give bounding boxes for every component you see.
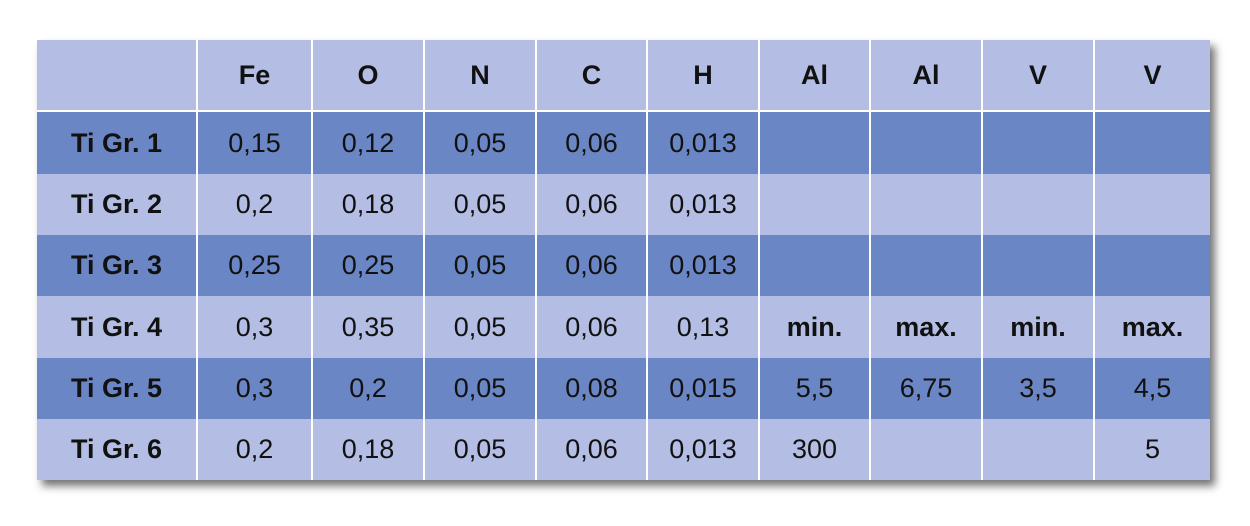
table-cell: 0,25 — [196, 235, 312, 297]
table-cell: V — [981, 40, 1094, 112]
table-cell: min. — [981, 296, 1094, 358]
table-cell: 0,13 — [646, 296, 759, 358]
table-cell: 0,015 — [646, 357, 759, 419]
table-cell: Fe — [196, 40, 312, 112]
table-cell: 0,18 — [311, 418, 424, 480]
table-cell: 0,06 — [535, 111, 647, 175]
table-cell: 0,05 — [423, 357, 536, 419]
table-cell: 0,08 — [535, 357, 647, 419]
table-panel: Fe O N C H Al Al V V Ti Gr. 1 0,15 0,12 0,05 0,06 0,01… — [37, 40, 1210, 480]
table-cell: 0,18 — [311, 174, 424, 236]
table-row: Ti Gr. 1 0,15 0,12 0,05 0,06 0,013 — [37, 111, 1210, 175]
table-cell: 0,35 — [311, 296, 424, 358]
table-cell: 0,05 — [423, 174, 536, 236]
table-cell: Ti Gr. 5 — [37, 357, 197, 419]
table-row: Ti Gr. 2 0,2 0,18 0,05 0,06 0,013 — [37, 174, 1210, 236]
table-cell: max. — [869, 296, 982, 358]
table-cell — [758, 235, 870, 297]
table-cell — [37, 40, 197, 112]
table-cell: 4,5 — [1093, 357, 1210, 419]
table-row: Ti Gr. 5 0,3 0,2 0,05 0,08 0,015 5,5 6,75 3,5 4,5 — [37, 357, 1210, 419]
table-row: Ti Gr. 4 0,3 0,35 0,05 0,06 0,13 min. max. min. m… — [37, 296, 1210, 358]
table-cell: 0,06 — [535, 296, 647, 358]
table-cell: 6,75 — [869, 357, 982, 419]
table-cell: Al — [758, 40, 870, 112]
table-cell: 0,2 — [196, 418, 312, 480]
table-cell — [869, 418, 982, 480]
table-cell: 0,2 — [196, 174, 312, 236]
table-cell: Ti Gr. 1 — [37, 111, 197, 175]
table-cell — [869, 111, 982, 175]
table-cell: Ti Gr. 4 — [37, 296, 197, 358]
composition-table: Fe O N C H Al Al V V Ti Gr. 1 0,15 0,12 0,05 0,06 0,01… — [37, 40, 1210, 480]
table-cell: 0,3 — [196, 296, 312, 358]
table-cell: min. — [758, 296, 870, 358]
table-cell — [1093, 111, 1210, 175]
table-cell: Al — [869, 40, 982, 112]
table-cell: 3,5 — [981, 357, 1094, 419]
table-cell: N — [423, 40, 536, 112]
table-cell — [869, 235, 982, 297]
table-cell: H — [646, 40, 759, 112]
table-cell — [758, 111, 870, 175]
table-cell: 0,013 — [646, 418, 759, 480]
table-cell: 5 — [1093, 418, 1210, 480]
table-cell: 0,05 — [423, 235, 536, 297]
table-row: Ti Gr. 3 0,25 0,25 0,05 0,06 0,013 — [37, 235, 1210, 297]
table-cell: V — [1093, 40, 1210, 112]
table-cell — [981, 235, 1094, 297]
table-cell: 300 — [758, 418, 870, 480]
table-cell: 0,05 — [423, 296, 536, 358]
table-cell: Ti Gr. 6 — [37, 418, 197, 480]
table-cell — [869, 174, 982, 236]
table-cell: 0,06 — [535, 418, 647, 480]
table-cell: 0,013 — [646, 235, 759, 297]
table-cell: 0,3 — [196, 357, 312, 419]
table-cell: 0,013 — [646, 111, 759, 175]
table-cell: C — [535, 40, 647, 112]
table-row: Ti Gr. 6 0,2 0,18 0,05 0,06 0,013 300 5 — [37, 418, 1210, 480]
table-cell: 0,013 — [646, 174, 759, 236]
table-cell — [1093, 235, 1210, 297]
table-cell: O — [311, 40, 424, 112]
table-cell: 0,06 — [535, 235, 647, 297]
table-cell — [981, 111, 1094, 175]
table-cell: 0,2 — [311, 357, 424, 419]
table-cell — [758, 174, 870, 236]
table-cell: 5,5 — [758, 357, 870, 419]
table-cell: 0,05 — [423, 111, 536, 175]
table-cell — [1093, 174, 1210, 236]
table-cell — [981, 174, 1094, 236]
table-cell: max. — [1093, 296, 1210, 358]
table-cell: 0,12 — [311, 111, 424, 175]
table-cell: Ti Gr. 2 — [37, 174, 197, 236]
table-cell: Ti Gr. 3 — [37, 235, 197, 297]
header-row: Fe O N C H Al Al V V — [37, 40, 1210, 112]
table-cell — [981, 418, 1094, 480]
table-cell: 0,06 — [535, 174, 647, 236]
table-cell: 0,05 — [423, 418, 536, 480]
table-cell: 0,25 — [311, 235, 424, 297]
table-cell: 0,15 — [196, 111, 312, 175]
